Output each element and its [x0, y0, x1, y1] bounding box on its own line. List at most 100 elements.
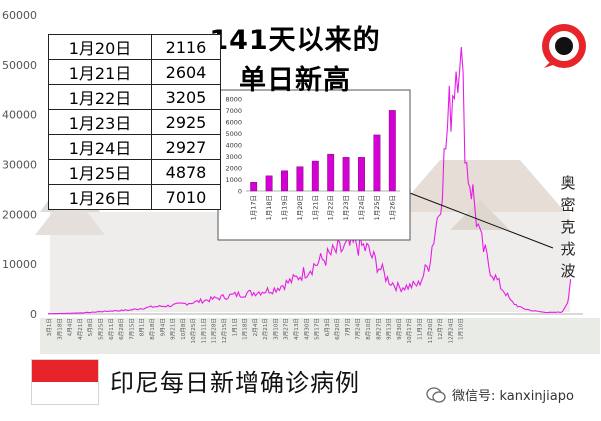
- publisher-logo: [540, 22, 588, 74]
- chart-caption: 印尼每日新增确诊病例: [110, 369, 360, 397]
- inset-x-tick-label: 1月21日: [311, 195, 319, 220]
- headline-line1: 141天以来的: [209, 25, 381, 56]
- date-cell: 1月23日: [48, 109, 152, 135]
- y-tick-label: 20000: [2, 208, 37, 221]
- value-cell: 7010: [151, 184, 221, 210]
- inset-bar-chart: 0 1000 2000 3000 4000 5000 6000 7000 8000 1月17日 1月…: [217, 89, 411, 241]
- x-tick-label: 7月7日: [344, 318, 351, 336]
- x-tick-label: 4月13日: [293, 318, 300, 340]
- x-tick-label: 2月4日: [252, 318, 259, 336]
- y-tick-label: 60000: [2, 9, 37, 22]
- table-row: 1月25日 4878: [48, 159, 221, 185]
- value-cell: 3205: [151, 84, 221, 110]
- x-tick-label: 8月10日: [365, 318, 372, 340]
- table-row: 1月23日 2925: [48, 109, 221, 135]
- x-tick-label: 9月13日: [386, 318, 393, 340]
- value-cell: 2116: [151, 34, 221, 60]
- x-tick-label: 3月1日: [46, 318, 53, 336]
- table-row: 1月21日 2604: [48, 59, 221, 85]
- inset-y-tick-label: 5000: [225, 130, 242, 138]
- table-row: 1月24日 2927: [48, 134, 221, 160]
- date-cell: 1月26日: [48, 184, 152, 210]
- inset-x-tick-label: 1月17日: [250, 195, 258, 220]
- inset-x-tick-label: 1月24日: [358, 195, 366, 220]
- inset-bar: [327, 153, 335, 192]
- inset-x-tick-label: 1月19日: [281, 195, 289, 220]
- daily-cases-table: 1月20日 2116 1月21日 2604 1月22日 3205 1月23日 2925 1月24…: [48, 34, 221, 210]
- inset-bar: [311, 160, 319, 192]
- x-tick-label: 1月1日: [231, 318, 238, 336]
- x-tick-label: 8月1日: [139, 318, 146, 336]
- inset-bar: [250, 182, 258, 192]
- x-tick-label: 7月15日: [128, 318, 135, 340]
- inset-y-tick-label: 7000: [225, 107, 242, 115]
- value-cell: 4878: [151, 159, 221, 185]
- x-tick-label: 12月24日: [447, 318, 454, 343]
- inset-bar: [281, 170, 288, 192]
- date-cell: 1月25日: [48, 159, 152, 185]
- table-row: 1月20日 2116: [48, 34, 221, 60]
- inset-y-tick-label: 8000: [225, 96, 242, 104]
- x-tick-label: 3月18日: [56, 318, 63, 340]
- x-tick-label: 7月24日: [355, 318, 362, 340]
- inset-bar: [342, 157, 350, 192]
- inset-bar: [265, 175, 273, 192]
- inset-y-tick-label: 4000: [225, 142, 242, 150]
- date-cell: 1月20日: [48, 34, 152, 60]
- inset-x-tick-label: 1月26日: [388, 195, 396, 220]
- pointer-arrow: [401, 189, 554, 249]
- y-tick-label: 50000: [2, 59, 37, 72]
- x-tick-label: 11月28日: [211, 318, 218, 343]
- x-tick-label: 8月27日: [375, 318, 382, 340]
- omicron-wave-label: 奥密克戎波: [560, 174, 576, 280]
- x-tick-label: 3月27日: [283, 318, 290, 340]
- y-tick-label: 0: [30, 308, 37, 321]
- daily-cases-series: [47, 46, 572, 315]
- x-tick-label: 5月25日: [98, 318, 105, 340]
- x-tick-label: 5月8日: [87, 318, 94, 336]
- x-tick-label: 11月20日: [427, 318, 434, 343]
- x-tick-label: 6月3日: [324, 318, 331, 336]
- x-tick-label: 5月17日: [314, 318, 321, 340]
- x-tick-label: 4月4日: [67, 318, 74, 336]
- x-tick-label: 10月17日: [406, 318, 413, 343]
- y-tick-label: 40000: [2, 109, 37, 122]
- y-tick-label: 10000: [2, 258, 37, 271]
- wechat-icon: [426, 386, 446, 403]
- x-tick-label: 9月4日: [159, 318, 166, 336]
- inset-bar: [296, 166, 304, 192]
- inset-bar: [388, 110, 396, 192]
- inset-y-tick-label: 0: [238, 188, 242, 196]
- inset-x-tick-label: 1月20日: [296, 195, 304, 220]
- indonesia-flag-icon: [31, 359, 99, 405]
- wechat-account: 微信号: kanxinjiapo: [426, 385, 574, 404]
- inset-y-tick-label: 2000: [225, 165, 242, 173]
- inset-y-tick-label: 1000: [225, 176, 242, 184]
- x-tick-label: 3月10日: [272, 318, 279, 340]
- x-tick-label: 6月11日: [108, 318, 115, 340]
- x-tick-label: 12月15日: [221, 318, 228, 343]
- inset-y-tick-label: 3000: [225, 153, 242, 161]
- y-tick-label: 30000: [2, 159, 37, 172]
- value-cell: 2927: [151, 134, 221, 160]
- date-cell: 1月22日: [48, 84, 152, 110]
- inset-x-tick-label: 1月23日: [342, 195, 350, 220]
- date-cell: 1月24日: [48, 134, 152, 160]
- x-tick-label: 1月18日: [242, 318, 249, 340]
- inset-x-tick-label: 1月25日: [373, 195, 381, 220]
- inset-bar: [358, 157, 365, 192]
- date-cell: 1月21日: [48, 59, 152, 85]
- inset-x-tick-label: 1月22日: [327, 195, 335, 220]
- x-tick-label: 2月21日: [262, 318, 269, 340]
- x-tick-label: 4月30日: [303, 318, 310, 340]
- table-row: 1月26日 7010: [48, 184, 221, 210]
- headline-line2: 单日新高: [239, 65, 351, 96]
- x-tick-label: 8月18日: [149, 318, 156, 340]
- value-cell: 2604: [151, 59, 221, 85]
- x-tick-label: 10月25日: [190, 318, 197, 343]
- x-tick-label: 9月21日: [170, 318, 177, 340]
- table-row: 1月22日 3205: [48, 84, 221, 110]
- x-tick-label: 6月20日: [334, 318, 341, 340]
- x-tick-label: 12月7日: [437, 318, 444, 340]
